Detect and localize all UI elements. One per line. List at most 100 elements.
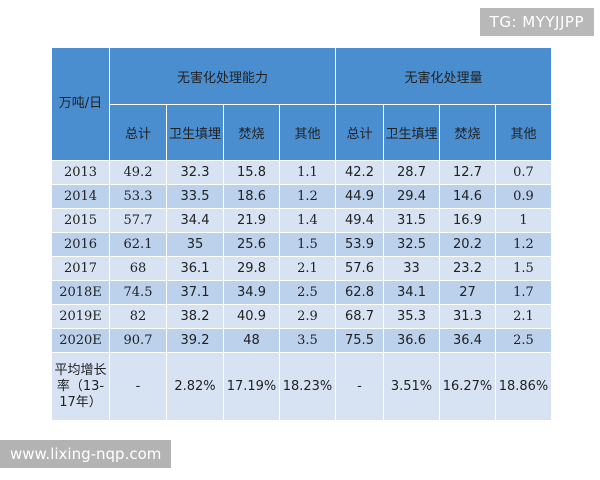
row-label-average-growth: 平均增长率（13-17年） [51,352,110,421]
table-cell: 12.7 [439,160,496,185]
table-cell: 34.1 [383,280,440,305]
table-cell: 32.3 [166,160,224,185]
row-year-label: 2016 [51,232,110,257]
row-year-label: 2014 [51,184,110,209]
table-cell: 16.9 [439,208,496,233]
row-year-label: 2020E [51,328,110,353]
subheader-cell: 卫生填埋 [166,104,224,161]
table-cell: 53.9 [335,232,384,257]
table-cell: 2.82% [166,352,224,421]
row-year-label: 2015 [51,208,110,233]
table-cell: 1.2 [495,232,552,257]
table-cell: 29.8 [223,256,280,281]
table-cell: 2.1 [495,304,552,329]
table-cell: 40.9 [223,304,280,329]
table-cell: 21.9 [223,208,280,233]
table-cell: 48 [223,328,280,353]
table-row: 2014 53.3 33.5 18.6 1.2 44.9 29.4 14.6 0.9 [51,184,552,209]
table-cell: 1.1 [279,160,336,185]
table-cell: 82 [109,304,167,329]
table-cell: 31.5 [383,208,440,233]
subheader-row: 总计 卫生填埋 焚烧 其他 总计 卫生填埋 焚烧 其他 [52,104,552,161]
table-cell: - [109,352,167,421]
table-cell: 35.3 [383,304,440,329]
table-cell: 68.7 [335,304,384,329]
subheader-cell: 其他 [279,104,336,161]
table-cell: 0.9 [495,184,552,209]
table-cell: 20.2 [439,232,496,257]
subheader-cell: 其他 [495,104,552,161]
table-cell: 36.6 [383,328,440,353]
table-row: 2013 49.2 32.3 15.8 1.1 42.2 28.7 12.7 0.7 [51,160,552,185]
table-cell: 0.7 [495,160,552,185]
table-row: 2020E 90.7 39.2 48 3.5 75.5 36.6 36.4 2.5 [51,328,552,353]
table-cell: 32.5 [383,232,440,257]
table-cell: 2.9 [279,304,336,329]
group-header-volume: 无害化处理量 [335,47,552,105]
group-header-capacity: 无害化处理能力 [109,47,336,105]
table-cell: 1.4 [279,208,336,233]
table-cell: 17.19% [223,352,280,421]
table-cell: 2.5 [279,280,336,305]
table-cell: 25.6 [223,232,280,257]
table-cell: 1.7 [495,280,552,305]
table-cell: 49.2 [109,160,167,185]
table-cell: - [335,352,384,421]
watermark-top: TG: MYYJJPP [479,8,594,36]
table-cell: 31.3 [439,304,496,329]
table-cell: 44.9 [335,184,384,209]
table-cell: 1.5 [495,256,552,281]
table-cell: 18.6 [223,184,280,209]
subheader-cell: 卫生填埋 [383,104,440,161]
table-cell: 18.23% [279,352,336,421]
waste-treatment-table: 万吨/日 无害化处理能力 无害化处理量 总计 卫生填埋 焚烧 其他 总计 卫生填埋 焚烧 其他… [51,47,552,421]
table-cell: 39.2 [166,328,224,353]
row-year-label: 2018E [51,280,110,305]
table-cell: 62.1 [109,232,167,257]
table-cell: 16.27% [439,352,496,421]
table-cell: 36.1 [166,256,224,281]
table-cell: 3.5 [279,328,336,353]
table-cell: 1.2 [279,184,336,209]
table-cell: 62.8 [335,280,384,305]
table-cell: 75.5 [335,328,384,353]
table-cell: 37.1 [166,280,224,305]
table-row: 2016 62.1 35 25.6 1.5 53.9 32.5 20.2 1.2 [51,232,552,257]
table-cell: 42.2 [335,160,384,185]
table-cell: 18.86% [495,352,552,421]
table-cell: 27 [439,280,496,305]
subheader-cell: 焚烧 [223,104,280,161]
table-cell: 2.1 [279,256,336,281]
table-cell: 1.5 [279,232,336,257]
corner-unit-header: 万吨/日 [51,47,110,161]
row-year-label: 2017 [51,256,110,281]
subheader-cell: 焚烧 [439,104,496,161]
subheader-cell: 总计 [335,104,384,161]
table-row: 2015 57.7 34.4 21.9 1.4 49.4 31.5 16.9 1 [51,208,552,233]
table-cell: 57.7 [109,208,167,233]
watermark-bottom: www.lixing-nqp.com [0,440,172,468]
table-cell: 2.5 [495,328,552,353]
table-cell: 34.4 [166,208,224,233]
subheader-cell: 总计 [109,104,167,161]
table-cell: 57.6 [335,256,384,281]
table-cell: 53.3 [109,184,167,209]
table-cell: 90.7 [109,328,167,353]
table-row-average-growth: 平均增长率（13-17年） -2.82% 17.19% 18.23% -3.51% 16… [51,352,552,421]
row-year-label: 2019E [51,304,110,329]
table-cell: 14.6 [439,184,496,209]
table-row: 2017 68 36.1 29.8 2.1 57.6 33 23.2 1.5 [51,256,552,281]
table-row: 2019E 82 38.2 40.9 2.9 68.7 35.3 31.3 2.1 [51,304,552,329]
table-cell: 23.2 [439,256,496,281]
table-cell: 33 [383,256,440,281]
row-year-label: 2013 [51,160,110,185]
table-cell: 36.4 [439,328,496,353]
table-cell: 68 [109,256,167,281]
table-cell: 29.4 [383,184,440,209]
table-cell: 33.5 [166,184,224,209]
table-cell: 34.9 [223,280,280,305]
table-cell: 49.4 [335,208,384,233]
table-cell: 35 [166,232,224,257]
table-cell: 3.51% [383,352,440,421]
table-cell: 28.7 [383,160,440,185]
